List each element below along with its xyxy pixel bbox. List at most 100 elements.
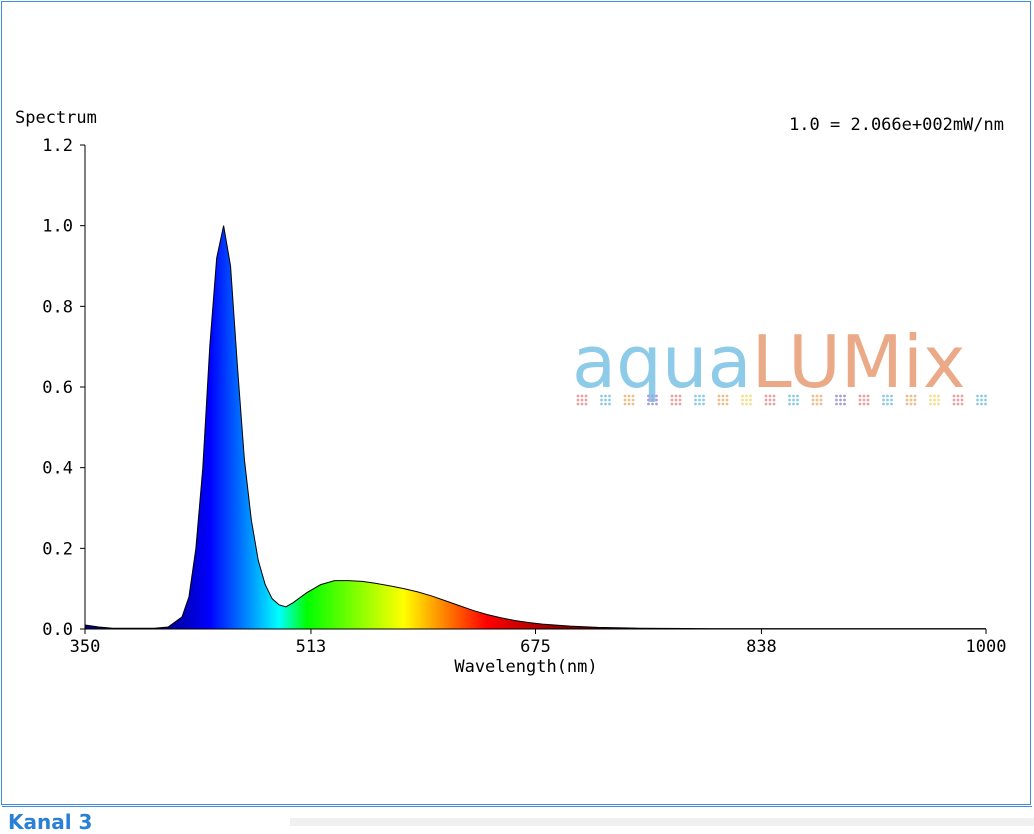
logo-dot	[698, 402, 701, 406]
x-tick-label: 675	[520, 637, 551, 657]
tab-bar	[290, 818, 1034, 826]
logo-dot	[772, 398, 776, 402]
logo-dot	[811, 394, 815, 398]
logo-dot	[866, 398, 870, 402]
logo-dot	[647, 398, 650, 402]
logo-dot	[745, 402, 748, 406]
logo-dot	[580, 402, 584, 406]
logo-dot	[698, 394, 701, 398]
logo-dot	[655, 402, 658, 406]
logo-dot	[937, 394, 940, 398]
logo-dot	[792, 394, 795, 398]
x-axis-label: Wavelength(nm)	[454, 657, 597, 677]
logo-dot	[655, 398, 658, 402]
logo-dot	[976, 398, 979, 402]
logo-dot	[839, 394, 842, 398]
spectrum-line	[84, 225, 986, 630]
logo-dot	[952, 398, 956, 402]
panel-frame	[1, 1, 1031, 805]
y-tick-label: 1.0	[42, 217, 73, 237]
logo-dot	[929, 402, 932, 406]
logo-dot	[905, 394, 909, 398]
logo-dot	[796, 394, 799, 398]
logo-dot	[623, 402, 627, 406]
logo-dot	[788, 398, 791, 402]
logo-dot	[980, 398, 983, 402]
logo-dot	[674, 402, 678, 406]
x-tick-label: 350	[70, 637, 101, 657]
logo-dot	[952, 402, 956, 406]
logo-dot	[651, 398, 654, 402]
logo-dot	[604, 402, 607, 406]
logo-dot	[913, 398, 917, 402]
logo-dot	[647, 402, 650, 406]
logo-dot	[678, 394, 682, 398]
annotation: 1.0 = 2.066e+002mW/nm	[789, 115, 1004, 135]
logo-dot	[725, 402, 729, 406]
logo-dot	[984, 394, 987, 398]
y-tick-label: 1.2	[42, 136, 73, 156]
logo-dot	[909, 394, 913, 398]
logo-dot	[741, 398, 744, 402]
logo-dot	[647, 394, 650, 398]
logo-dot	[623, 398, 627, 402]
logo-dot	[623, 394, 627, 398]
logo-dot	[882, 394, 885, 398]
logo-dot	[670, 394, 674, 398]
logo-dot	[839, 398, 842, 402]
logo-dot	[929, 398, 932, 402]
logo-dot	[627, 402, 631, 406]
logo-dot	[835, 398, 838, 402]
logo-dot	[956, 394, 960, 398]
logo-dot	[725, 398, 729, 402]
x-tick-label: 1000	[966, 637, 1007, 657]
logo-dot	[717, 398, 721, 402]
logo-dot	[745, 398, 748, 402]
logo-dot	[815, 394, 819, 398]
logo-dot	[976, 394, 979, 398]
logo-dot	[772, 394, 776, 398]
logo-dot	[815, 398, 819, 402]
logo-dot	[819, 402, 823, 406]
logo-dot	[749, 402, 752, 406]
tab-label[interactable]: Kanal 3	[8, 810, 93, 834]
x-tick-label: 513	[296, 637, 327, 657]
logo-dot	[890, 398, 893, 402]
logo-dot	[792, 398, 795, 402]
logo-dot	[580, 394, 584, 398]
logo-dot	[608, 394, 611, 398]
logo-dot	[886, 394, 889, 398]
logo-dot	[608, 402, 611, 406]
logo-dot	[670, 398, 674, 402]
logo-dot	[796, 398, 799, 402]
logo-dot	[905, 402, 909, 406]
logo-dot	[749, 394, 752, 398]
logo-dot	[815, 402, 819, 406]
logo-dot	[913, 402, 917, 406]
logo-dot	[764, 402, 768, 406]
logo-dot	[882, 402, 885, 406]
logo-dot	[819, 398, 823, 402]
logo-dot	[819, 394, 823, 398]
logo-dot	[631, 398, 635, 402]
logo-dot	[631, 394, 635, 398]
logo-dot	[768, 398, 772, 402]
logo-dot	[913, 394, 917, 398]
logo-dot	[929, 394, 932, 398]
logo-dot	[956, 402, 960, 406]
logo-dot	[584, 398, 588, 402]
logo-dot	[960, 402, 964, 406]
logo-dot	[694, 398, 697, 402]
logo-dot	[604, 398, 607, 402]
logo-dot	[933, 402, 936, 406]
logo-dot	[745, 394, 748, 398]
logo-dot	[651, 402, 654, 406]
chart: Spectrum 1.0 = 2.066e+002mW/nm Wavelengt…	[15, 108, 1007, 677]
logo-dot	[788, 402, 791, 406]
y-tick-label: 0.4	[42, 459, 73, 479]
logo-dot	[584, 402, 588, 406]
logo-dot	[980, 402, 983, 406]
logo-dot	[768, 394, 772, 398]
y-tick-label: 0.0	[42, 620, 73, 640]
